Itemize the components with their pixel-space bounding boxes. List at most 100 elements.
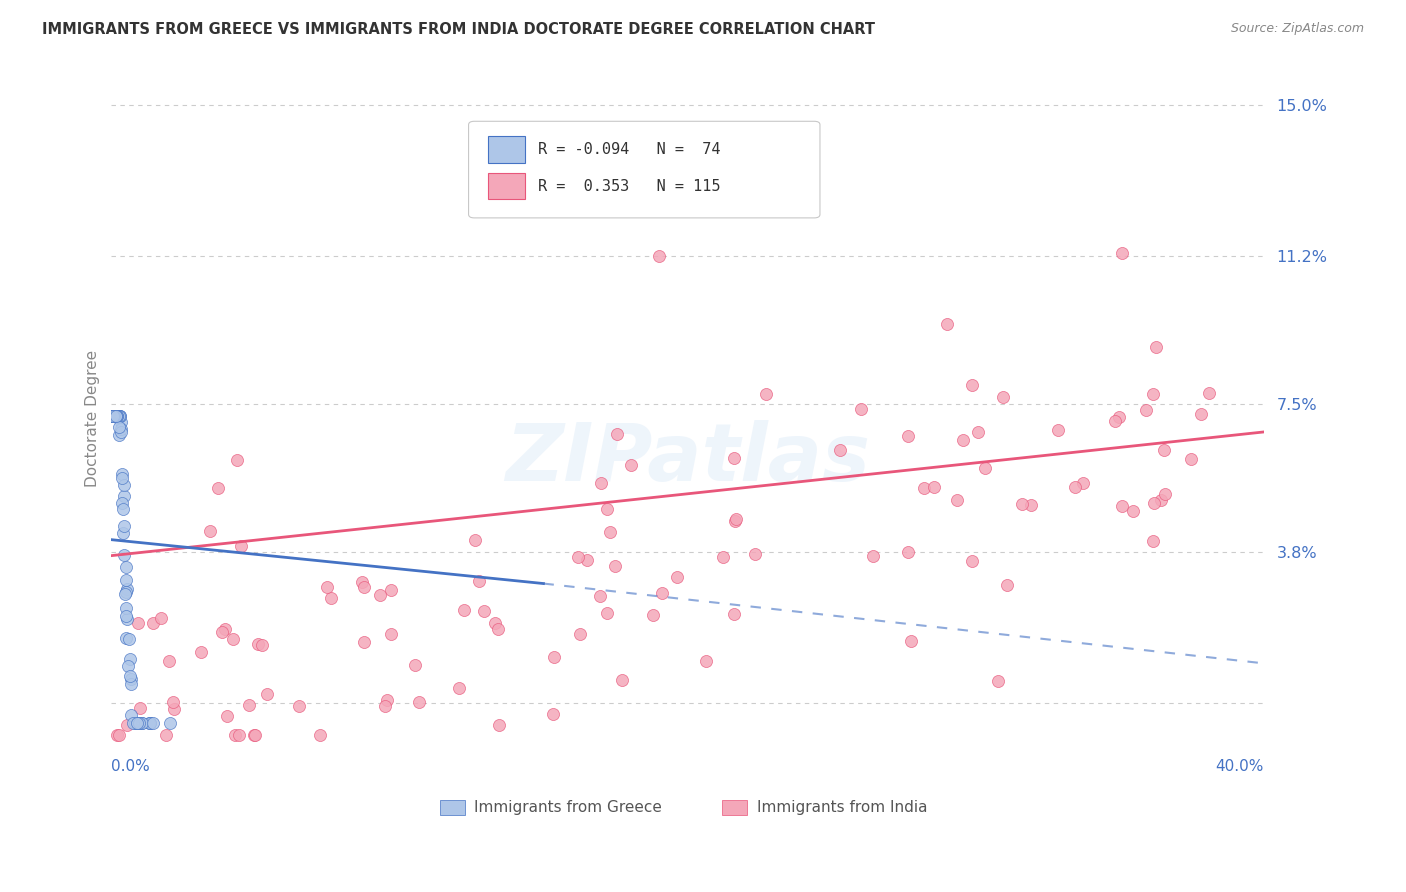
Point xyxy=(695,654,717,668)
Point xyxy=(1144,341,1167,355)
Point xyxy=(110,422,132,436)
Point xyxy=(112,548,135,562)
Point xyxy=(912,481,935,495)
Point xyxy=(610,673,633,687)
Point xyxy=(162,695,184,709)
Point xyxy=(374,698,396,713)
Point xyxy=(115,574,138,588)
Point xyxy=(101,409,124,423)
Point xyxy=(352,574,374,589)
Point xyxy=(112,477,135,491)
Point xyxy=(543,707,565,722)
Point xyxy=(108,409,131,423)
Point xyxy=(111,501,134,516)
Point xyxy=(163,701,186,715)
Point xyxy=(108,409,131,423)
Point xyxy=(211,625,233,640)
Point xyxy=(115,609,138,624)
Point xyxy=(149,610,172,624)
Point xyxy=(711,549,734,564)
Point xyxy=(408,695,430,709)
Text: Source: ZipAtlas.com: Source: ZipAtlas.com xyxy=(1230,22,1364,36)
Text: 0.0%: 0.0% xyxy=(111,759,150,774)
Y-axis label: Doctorate Degree: Doctorate Degree xyxy=(86,350,100,486)
FancyBboxPatch shape xyxy=(488,136,524,162)
Point xyxy=(723,607,745,621)
Point xyxy=(308,728,330,742)
Point xyxy=(131,716,153,731)
Point xyxy=(114,585,136,599)
Point xyxy=(647,250,669,264)
Point xyxy=(112,489,135,503)
Point xyxy=(724,512,747,526)
Point xyxy=(115,718,138,732)
Point xyxy=(117,612,139,626)
Point xyxy=(1198,386,1220,401)
Point xyxy=(488,718,510,732)
Point xyxy=(1111,246,1133,260)
Point xyxy=(107,409,129,423)
Point xyxy=(124,716,146,731)
Point xyxy=(215,708,238,723)
Point xyxy=(243,728,266,742)
Point xyxy=(101,409,124,423)
Point xyxy=(228,728,250,742)
Point xyxy=(472,604,495,618)
Point xyxy=(665,570,688,584)
Point xyxy=(104,409,127,423)
Point xyxy=(107,409,129,423)
Point xyxy=(131,716,153,731)
Point xyxy=(108,428,131,442)
Point xyxy=(724,514,747,528)
FancyBboxPatch shape xyxy=(440,799,465,814)
Point xyxy=(287,699,309,714)
Point xyxy=(139,716,162,731)
Point xyxy=(139,716,162,731)
Point xyxy=(105,409,128,423)
Point xyxy=(101,409,124,423)
Point xyxy=(952,433,974,447)
Point xyxy=(101,409,124,423)
Point xyxy=(723,450,745,465)
Point xyxy=(1191,408,1213,422)
Point xyxy=(967,425,990,440)
Point xyxy=(114,587,136,601)
Point xyxy=(960,554,983,568)
Point xyxy=(103,409,125,423)
Point xyxy=(120,672,142,686)
Point xyxy=(117,659,139,673)
Point xyxy=(1111,499,1133,513)
Point xyxy=(122,716,145,731)
Point xyxy=(353,635,375,649)
Point xyxy=(104,409,127,423)
Point xyxy=(108,409,131,423)
Text: IMMIGRANTS FROM GREECE VS IMMIGRANTS FROM INDIA DOCTORATE DEGREE CORRELATION CHA: IMMIGRANTS FROM GREECE VS IMMIGRANTS FRO… xyxy=(42,22,875,37)
Point xyxy=(1122,504,1144,518)
Point xyxy=(974,460,997,475)
Point xyxy=(104,409,127,423)
FancyBboxPatch shape xyxy=(723,799,748,814)
Point xyxy=(214,622,236,636)
Point xyxy=(127,716,149,731)
Point xyxy=(380,627,402,641)
Point xyxy=(142,616,165,631)
Point xyxy=(256,687,278,701)
Point xyxy=(755,387,778,401)
Point xyxy=(375,693,398,707)
Point xyxy=(115,559,138,574)
Point xyxy=(620,458,643,472)
Point xyxy=(567,549,589,564)
Point xyxy=(486,622,509,636)
Point xyxy=(127,716,149,731)
Point xyxy=(108,420,131,434)
Point xyxy=(125,716,148,731)
Point xyxy=(1104,414,1126,428)
Point xyxy=(1073,476,1095,491)
Point xyxy=(596,606,619,620)
Point xyxy=(101,409,124,423)
Point xyxy=(935,318,957,332)
Point xyxy=(252,639,274,653)
Point xyxy=(1153,486,1175,500)
Point xyxy=(138,716,160,731)
Point xyxy=(111,467,134,481)
